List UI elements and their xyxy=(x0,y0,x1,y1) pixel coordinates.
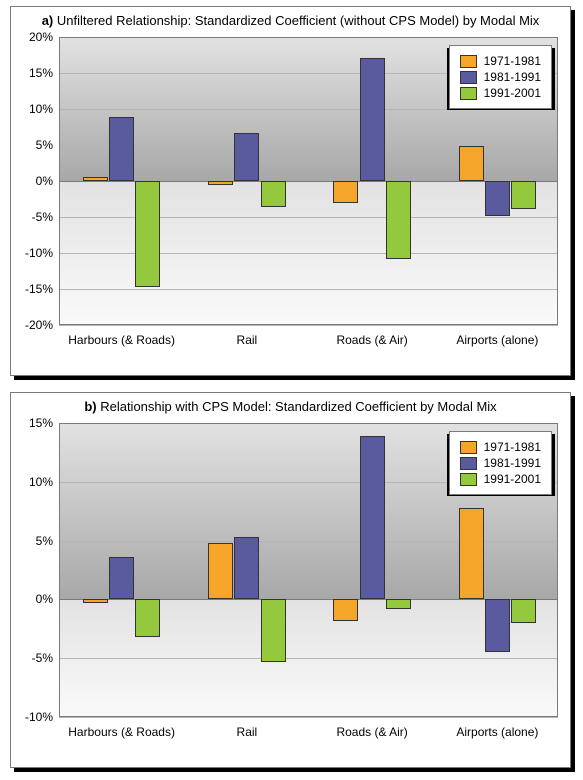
bar xyxy=(360,436,385,599)
bar xyxy=(459,508,484,600)
y-tick-label: -10% xyxy=(13,710,53,724)
x-tick-label: Harbours (& Roads) xyxy=(68,725,175,739)
legend-label: 1971-1981 xyxy=(484,54,541,68)
bar xyxy=(109,117,134,181)
bar xyxy=(83,177,108,181)
y-tick-label: 0% xyxy=(13,592,53,606)
y-tick-label: -5% xyxy=(13,210,53,224)
legend-label: 1991-2001 xyxy=(484,86,541,100)
gridline xyxy=(59,717,558,718)
bar xyxy=(386,181,411,259)
y-tick-label: 15% xyxy=(13,66,53,80)
legend-swatch xyxy=(460,441,477,454)
x-tick-label: Rail xyxy=(237,333,258,347)
y-tick-label: 0% xyxy=(13,174,53,188)
bar xyxy=(333,599,358,620)
y-tick-label: 15% xyxy=(13,416,53,430)
y-tick-label: 20% xyxy=(13,30,53,44)
bar xyxy=(485,599,510,652)
bar xyxy=(485,181,510,216)
figure-stage: a) Unfiltered Relationship: Standardized… xyxy=(0,0,583,780)
x-tick-label: Roads (& Air) xyxy=(336,725,407,739)
bar xyxy=(208,543,233,599)
bar xyxy=(261,181,286,207)
bar xyxy=(135,599,160,637)
legend-label: 1971-1981 xyxy=(484,440,541,454)
gridline xyxy=(59,599,558,600)
y-tick-label: -20% xyxy=(13,318,53,332)
legend-item: 1991-2001 xyxy=(460,472,541,486)
y-tick-label: -15% xyxy=(13,282,53,296)
y-tick-label: -10% xyxy=(13,246,53,260)
legend-item: 1981-1991 xyxy=(460,70,541,84)
legend: 1971-1981 1981-1991 1991-2001 xyxy=(449,45,552,109)
legend-label: 1991-2001 xyxy=(484,472,541,486)
gridline xyxy=(59,253,558,254)
y-tick-label: 5% xyxy=(13,138,53,152)
bar xyxy=(135,181,160,287)
chart-panel-a: a) Unfiltered Relationship: Standardized… xyxy=(10,6,571,376)
bar xyxy=(261,599,286,661)
bar xyxy=(83,599,108,603)
x-tick-label: Roads (& Air) xyxy=(336,333,407,347)
legend-swatch xyxy=(460,473,477,486)
x-tick-label: Airports (alone) xyxy=(456,725,538,739)
y-tick-label: 10% xyxy=(13,102,53,116)
bar xyxy=(511,181,536,209)
x-tick-label: Harbours (& Roads) xyxy=(68,333,175,347)
legend-swatch xyxy=(460,457,477,470)
gridline xyxy=(59,423,558,424)
bar xyxy=(234,537,259,599)
bar xyxy=(109,557,134,599)
legend-item: 1971-1981 xyxy=(460,54,541,68)
bar xyxy=(459,146,484,181)
gridline xyxy=(59,658,558,659)
bar xyxy=(333,181,358,203)
legend-item: 1991-2001 xyxy=(460,86,541,100)
legend-label: 1981-1991 xyxy=(484,70,541,84)
bar xyxy=(386,599,411,608)
legend-swatch xyxy=(460,55,477,68)
legend-swatch xyxy=(460,71,477,84)
bar xyxy=(360,58,385,181)
bar xyxy=(208,181,233,185)
legend: 1971-1981 1981-1991 1991-2001 xyxy=(449,431,552,495)
x-tick-label: Airports (alone) xyxy=(456,333,538,347)
bar xyxy=(511,599,536,623)
panel-title: b) Relationship with CPS Model: Standard… xyxy=(11,399,570,414)
y-tick-label: 10% xyxy=(13,475,53,489)
x-tick-label: Rail xyxy=(237,725,258,739)
chart-panel-b: b) Relationship with CPS Model: Standard… xyxy=(10,392,571,768)
legend-label: 1981-1991 xyxy=(484,456,541,470)
gridline xyxy=(59,217,558,218)
bar xyxy=(234,133,259,181)
gridline xyxy=(59,37,558,38)
y-tick-label: -5% xyxy=(13,651,53,665)
legend-item: 1971-1981 xyxy=(460,440,541,454)
legend-swatch xyxy=(460,87,477,100)
gridline xyxy=(59,181,558,182)
panel-title: a) Unfiltered Relationship: Standardized… xyxy=(11,13,570,28)
gridline xyxy=(59,289,558,290)
gridline xyxy=(59,325,558,326)
legend-item: 1981-1991 xyxy=(460,456,541,470)
y-tick-label: 5% xyxy=(13,534,53,548)
